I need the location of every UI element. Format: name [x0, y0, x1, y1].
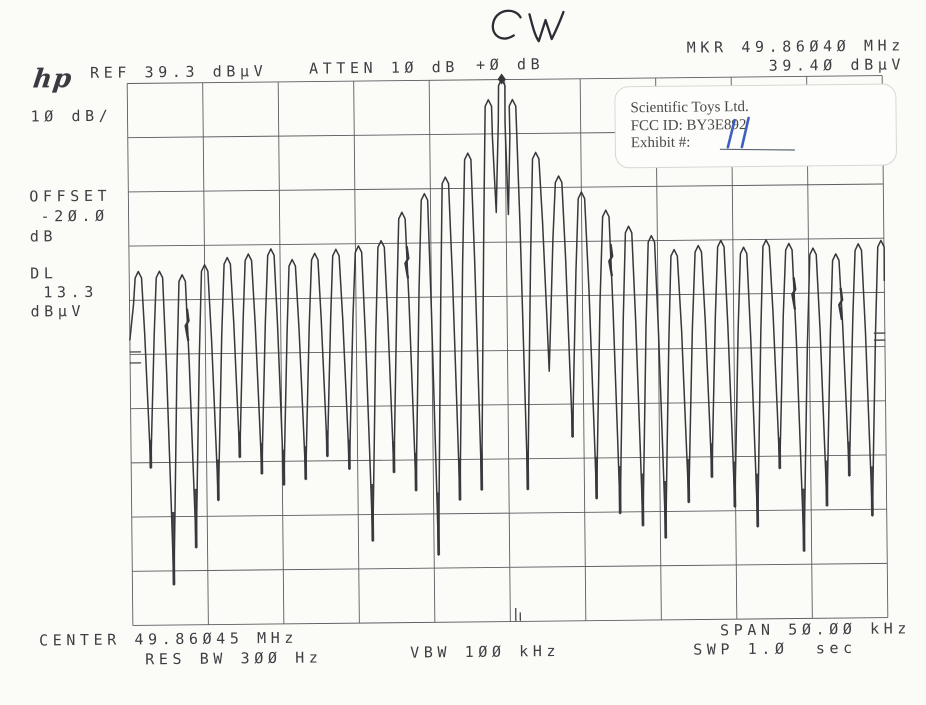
attenuation-offset-readout: +Ø dB — [476, 56, 544, 74]
handwritten-cw-annotation — [482, 4, 578, 49]
sweep-time-readout: SWP 1.Ø sec — [693, 640, 857, 659]
display-line-value: 13.3 — [43, 284, 98, 302]
res-bw-readout: RES BW 3ØØ Hz — [145, 649, 322, 668]
display-line-label: DL — [30, 265, 57, 282]
vbw-readout: VBW 1ØØ kHz — [410, 643, 560, 662]
scale-per-div-readout: 1Ø dB/ — [30, 108, 112, 126]
center-frequency-readout: CENTER 49.86Ø45 MHz — [39, 630, 298, 650]
offset-value: -2Ø.Ø — [40, 208, 108, 226]
span-readout: SPAN 5Ø.ØØ kHz — [720, 620, 911, 639]
offset-label: OFFSET — [29, 188, 111, 206]
fcc-exhibit-stamp: Scientific Toys Ltd. FCC ID: BY3E892 Exh… — [614, 83, 897, 168]
handwritten-exhibit-number — [719, 115, 811, 156]
ref-level-readout: REF 39.3 dBμV — [90, 63, 267, 82]
marker-frequency-readout: MKR 49.86Ø4Ø MHz — [687, 37, 905, 56]
offset-unit: dB — [30, 228, 57, 245]
display-line-unit: dBμV — [30, 303, 85, 321]
attenuation-readout: ATTEN 1Ø dB — [309, 59, 459, 78]
pen-glitch-marks — [185, 242, 843, 341]
marker-amplitude-readout: 39.4Ø dBμV — [769, 56, 905, 74]
hp-logo: hp — [31, 64, 74, 94]
valley-pen-marks — [150, 408, 873, 585]
